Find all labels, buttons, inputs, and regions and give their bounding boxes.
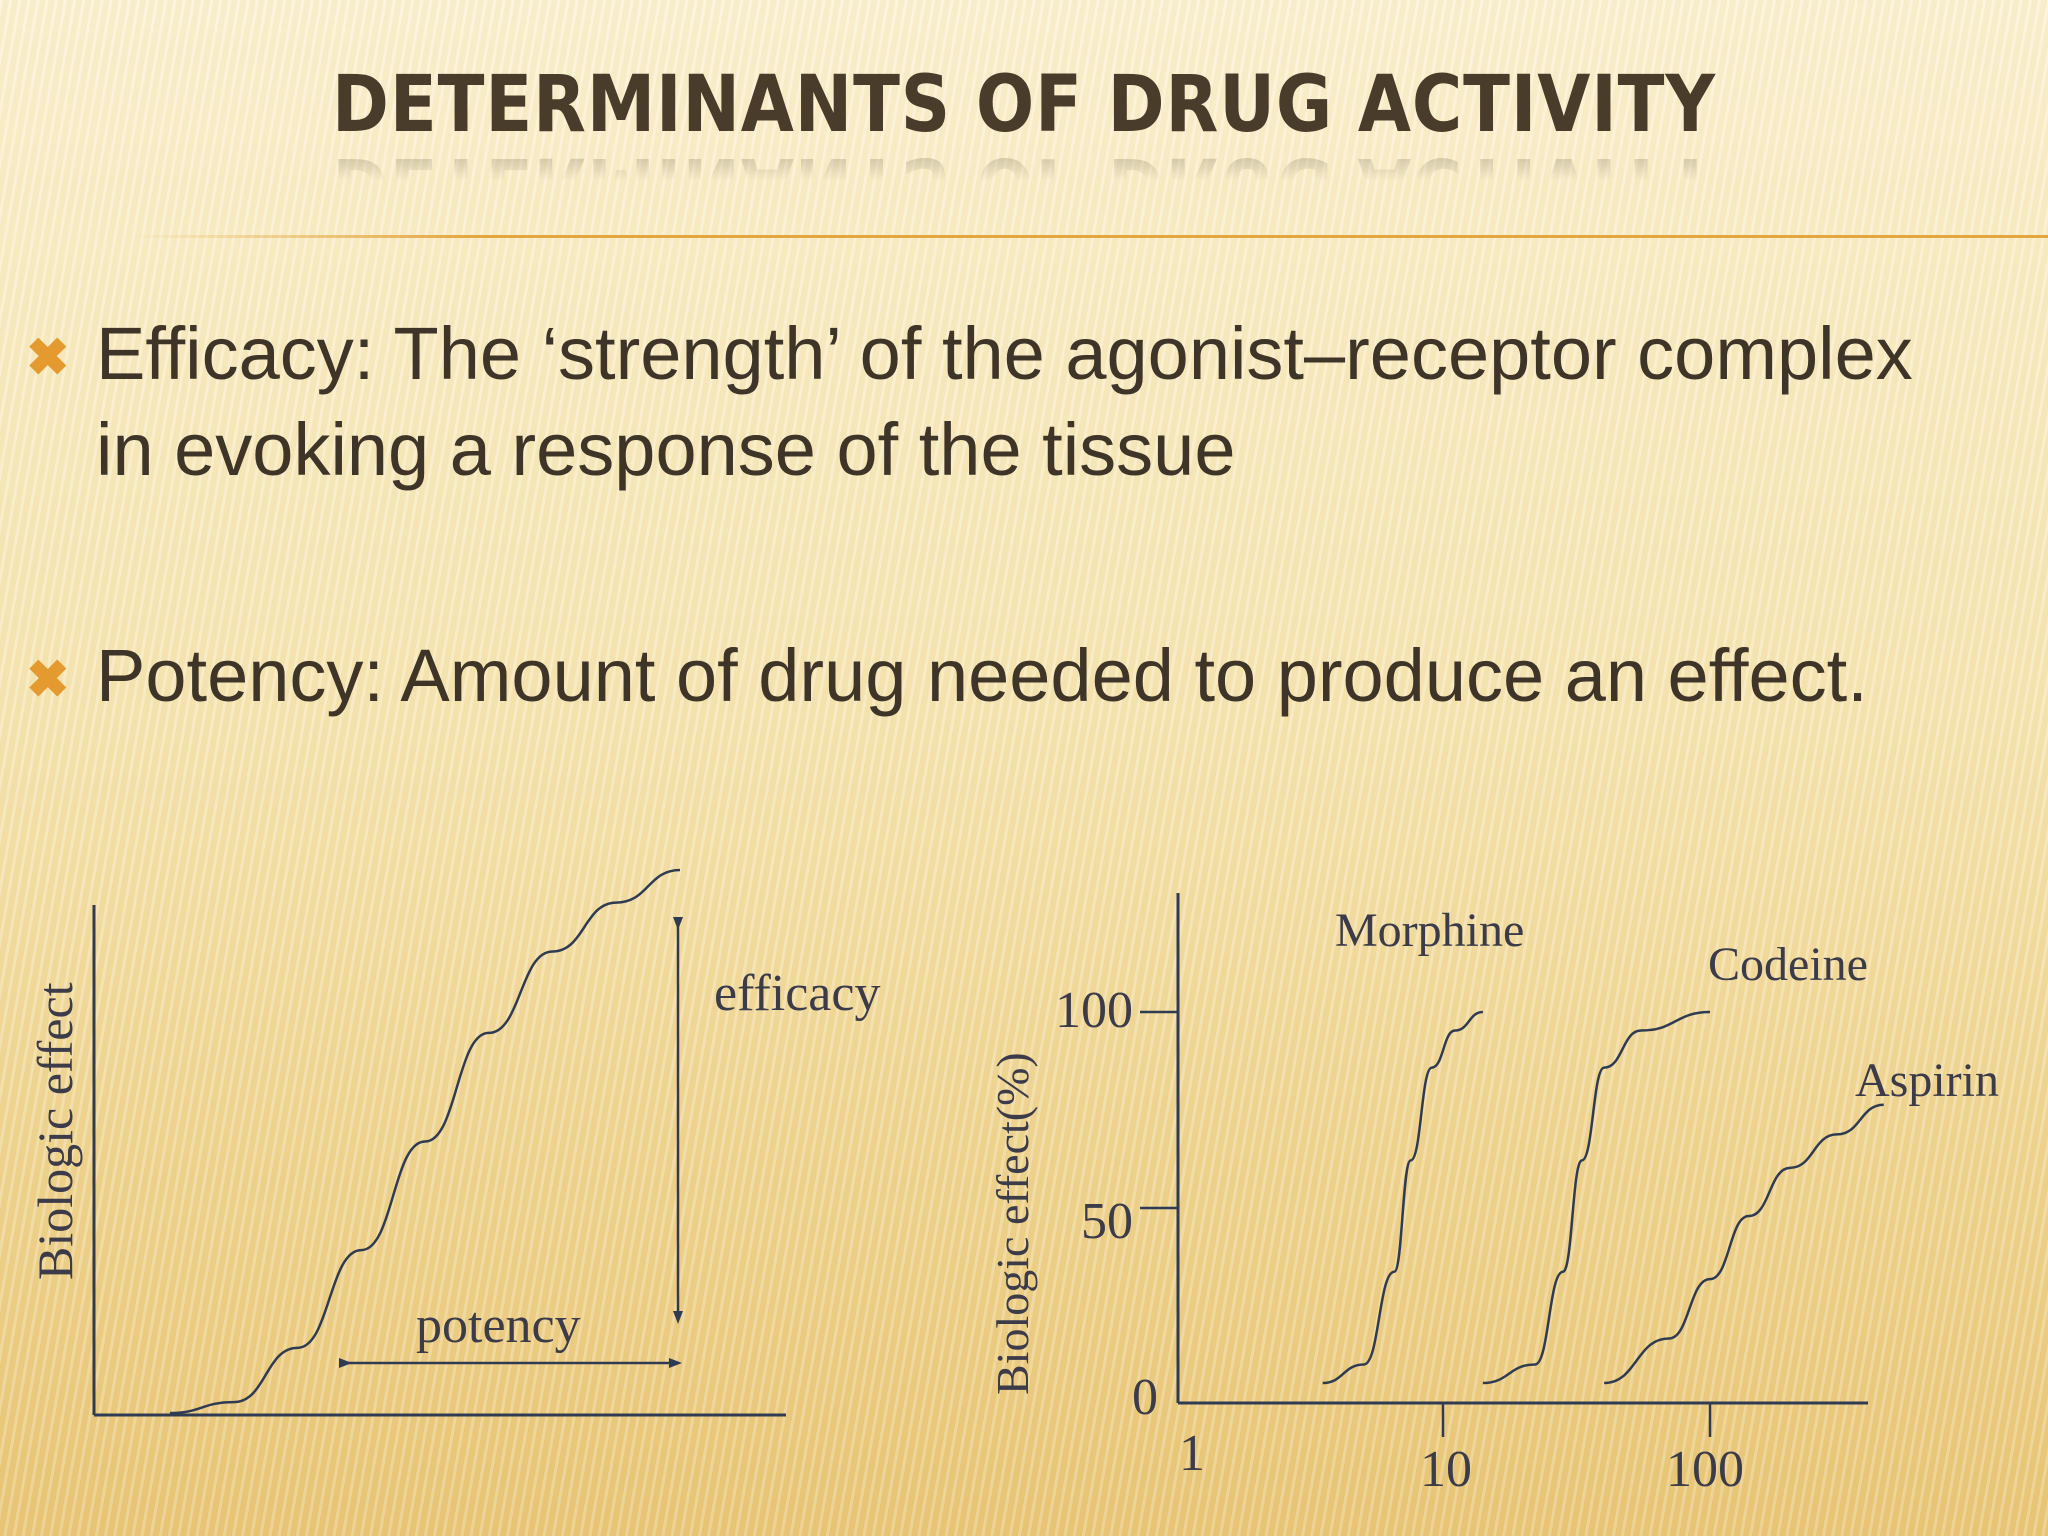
x-mark-icon: ✖ [26,329,70,387]
x-mark-icon: ✖ [26,651,70,709]
x-tick-label-1: 1 [1179,1425,1205,1482]
slide-title: DETERMINANTS OF DRUG ACTIVITY [332,60,1716,150]
potency-annotation: potency [416,1297,581,1354]
bullet-potency-text: Potency: Amount of drug needed to produc… [96,634,1868,717]
y-tick-label-50: 50 [1081,1193,1133,1250]
y-tick-label-100: 100 [1055,982,1133,1039]
y-tick-label-0: 0 [1132,1369,1158,1426]
x-tick-label-10: 10 [1420,1441,1472,1498]
bullet-efficacy: ✖ Efficacy: The ‘strength’ of the agonis… [26,306,1956,498]
efficacy-potency-chart: Biologic effect efficacy potency [27,868,880,1417]
series-curve-morphine [1322,1010,1484,1385]
left-chart-y-label: Biologic effect [27,982,83,1280]
drug-comparison-chart: 100 50 0 1 10 100 Biologic effect(%) Mor… [987,893,1999,1498]
x-tick-label-100: 100 [1666,1441,1744,1498]
series-label-morphine: Morphine [1335,904,1524,957]
right-chart-y-label: Biologic effect(%) [987,1052,1038,1395]
series-curve-codeine [1482,1010,1711,1385]
series-curve-aspirin [1604,1103,1884,1385]
dose-response-curve [169,868,681,1415]
bullet-potency: ✖ Potency: Amount of drug needed to prod… [26,628,1956,724]
series-label-codeine: Codeine [1708,938,1868,991]
bullet-efficacy-text: Efficacy: The ‘strength’ of the agonist–… [96,312,1913,491]
efficacy-annotation: efficacy [714,965,880,1022]
title-divider [130,235,2048,238]
series-label-aspirin: Aspirin [1855,1054,1999,1107]
